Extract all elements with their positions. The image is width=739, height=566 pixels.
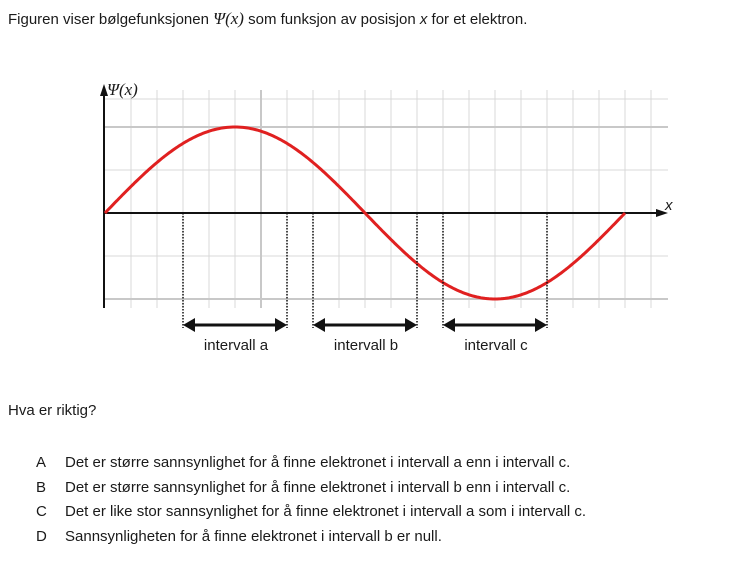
interval-arrows [183, 318, 547, 332]
y-axis-label: Ψ(x) [107, 80, 138, 99]
interval-label: intervall b [334, 337, 398, 354]
intro-text: Figuren viser bølgefunksjonen [8, 11, 214, 28]
arrowhead [443, 318, 455, 332]
wave-curve [103, 125, 627, 301]
arrowhead [313, 318, 325, 332]
intro-symbol: Ψ(x) [213, 9, 244, 28]
intro: Figuren viser bølgefunksjonen Ψ(x) som f… [8, 9, 527, 29]
option-letter: B [36, 479, 47, 496]
arrowhead [100, 84, 108, 96]
grid [105, 90, 668, 308]
arrowhead [275, 318, 287, 332]
option-letter: C [36, 503, 47, 520]
question: Hva er riktig? [8, 402, 97, 419]
arrowhead [656, 209, 668, 217]
option-text: Sannsynligheten for å finne elektronet i… [65, 528, 442, 545]
arrowhead [183, 318, 195, 332]
interval-markers [182, 213, 548, 328]
wave-figure: Ψ(x) x intervall a intervall b intervall… [100, 80, 673, 354]
interval-label: intervall a [204, 337, 269, 354]
intro-symbol: x [419, 11, 428, 28]
option-text: Det er like stor sannsynlighet for å fin… [65, 503, 587, 520]
interval-label: intervall c [464, 337, 528, 354]
option-letter: A [36, 454, 47, 471]
option-text: Det er større sannsynlighet for å finne … [65, 454, 571, 471]
option-text: Det er større sannsynlighet for å finne … [65, 479, 571, 496]
arrowhead [405, 318, 417, 332]
arrowhead [535, 318, 547, 332]
option-letter: D [36, 528, 47, 545]
intro-text: for et elektron. [427, 11, 528, 28]
intro-text: som funksjon av posisjon [243, 11, 420, 28]
x-axis-label: x [664, 197, 673, 214]
